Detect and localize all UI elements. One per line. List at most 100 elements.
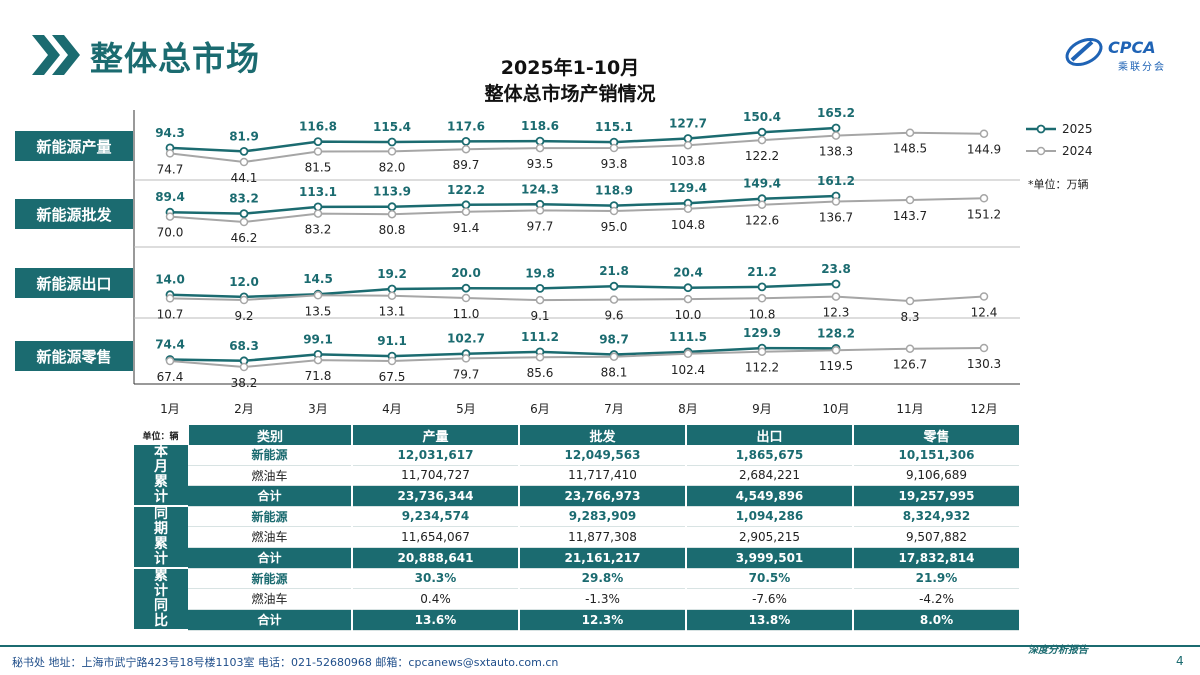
data-label-2024: 151.2 — [967, 207, 1001, 221]
data-label-2024: 13.1 — [379, 305, 406, 319]
data-label-2025: 165.2 — [817, 106, 855, 120]
data-label-2025: 124.3 — [521, 182, 559, 196]
table-cell-type: 合计 — [188, 547, 353, 569]
data-point-2024 — [165, 149, 175, 158]
data-point-2024 — [757, 347, 767, 356]
data-label-2025: 127.7 — [669, 117, 707, 131]
table-cell-value: 11,877,308 — [519, 526, 687, 548]
footer-divider — [0, 645, 1200, 647]
table-row: 燃油车 0.4% -1.3% -7.6% -4.2% — [134, 588, 1021, 610]
data-point-2025 — [387, 202, 397, 212]
data-label-2024: 122.6 — [745, 214, 779, 228]
data-point-2025 — [239, 209, 249, 219]
legend-marker-2024 — [1026, 146, 1056, 156]
data-label-2025: 111.5 — [669, 330, 707, 344]
table-cell-value: 4,549,896 — [686, 485, 854, 507]
table-row: 合计 13.6% 12.3% 13.8% 8.0% — [134, 609, 1021, 631]
x-tick-label: 3月 — [308, 402, 328, 416]
data-point-2024 — [831, 197, 841, 206]
data-point-2024 — [313, 291, 323, 300]
data-label-2024: 93.5 — [527, 157, 554, 171]
x-tick-label: 2月 — [234, 402, 254, 416]
data-label-2024: 91.4 — [453, 221, 480, 235]
data-point-2024 — [609, 352, 619, 361]
table-cell-value: 12,031,617 — [352, 445, 520, 466]
data-point-2025 — [683, 283, 693, 293]
data-label-2025: 19.2 — [377, 267, 407, 281]
data-point-2024 — [905, 195, 915, 205]
panel-label-wholesale: 新能源批发 — [15, 199, 133, 229]
data-point-2024 — [609, 295, 619, 304]
data-label-2024: 144.9 — [967, 143, 1001, 157]
data-label-2025: 89.4 — [155, 190, 185, 204]
series-line-2025 — [169, 346, 837, 363]
data-point-2024 — [535, 143, 545, 153]
table-cell-type: 合计 — [188, 485, 353, 507]
table-cell-value: 8.0% — [853, 609, 1021, 631]
table-cell-type: 新能源 — [188, 506, 353, 528]
table-cell-type: 新能源 — [188, 445, 353, 466]
page-title: 整体总市场 — [90, 39, 260, 78]
table-cell-value: -7.6% — [686, 588, 854, 610]
data-label-2025: 111.2 — [521, 330, 559, 344]
table-cell-value: 1,094,286 — [686, 506, 854, 528]
data-label-2024: 38.2 — [231, 376, 258, 390]
data-label-2024: 126.7 — [893, 358, 927, 372]
table-cell-value: 19,257,995 — [853, 485, 1021, 507]
data-label-2024: 104.8 — [671, 218, 705, 232]
chart-title-line2: 整体总市场产销情况 — [484, 83, 656, 105]
x-tick-label: 4月 — [382, 402, 402, 416]
table-cell-value: 70.5% — [686, 568, 854, 590]
table-cell-value: 9,106,689 — [853, 465, 1021, 487]
data-point-2024 — [313, 209, 323, 218]
data-label-2024: 46.2 — [231, 231, 258, 245]
data-label-2025: 83.2 — [229, 192, 259, 206]
data-point-2025 — [461, 283, 471, 293]
logo-subtext: 乘联分会 — [1118, 62, 1166, 73]
data-label-2025: 94.3 — [155, 126, 185, 140]
data-point-2024 — [313, 355, 323, 365]
table-header-row: 单位：辆 类别 产量 批发 出口 零售 — [134, 425, 1021, 445]
table-cell-value: 11,654,067 — [352, 526, 520, 548]
data-label-2024: 44.1 — [231, 171, 258, 185]
data-label-2025: 21.2 — [747, 265, 777, 279]
data-label-2025: 12.0 — [229, 275, 259, 289]
x-tick-label: 1月 — [160, 402, 180, 416]
data-label-2025: 115.1 — [595, 120, 633, 134]
title-chevron-icon — [32, 35, 80, 75]
legend-item-2025: 2025 — [1026, 118, 1093, 140]
data-label-2024: 10.8 — [749, 307, 776, 321]
series-line-2025 — [169, 282, 837, 299]
chart-legend: 2025 2024 — [1026, 118, 1093, 162]
table-cell-type: 燃油车 — [188, 588, 353, 610]
data-point-2024 — [979, 129, 989, 138]
table-cell-value: 1,865,675 — [686, 445, 854, 466]
data-point-2024 — [239, 157, 249, 167]
x-tick-label: 9月 — [752, 402, 772, 416]
data-point-2025 — [461, 136, 471, 146]
logo-text: CPCA — [1108, 38, 1156, 57]
data-label-2025: 149.4 — [743, 177, 781, 191]
chart-unit-note: *单位：万辆 — [1028, 178, 1089, 191]
data-label-2025: 122.2 — [447, 183, 485, 197]
data-label-2024: 138.3 — [819, 145, 853, 159]
table-cell-value: 3,999,501 — [686, 547, 854, 569]
table-cell-value: 17,832,814 — [853, 547, 1021, 569]
data-label-2025: 81.9 — [229, 129, 259, 143]
line-chart: 1月 2月 3月 4月 5月 6月 7月 8月 9月 10月 11月 12月 94.3 81.9 116.8… — [133, 106, 1020, 416]
data-label-2025: 23.8 — [821, 262, 851, 276]
data-label-2024: 103.8 — [671, 154, 705, 168]
data-point-2024 — [387, 356, 397, 366]
data-label-2024: 9.2 — [234, 309, 253, 323]
footer-contact: 秘书处 地址：上海市武宁路423号18号楼1103室 电话：021-526809… — [12, 656, 559, 669]
data-point-2025 — [535, 283, 545, 293]
table-cell-value: 11,704,727 — [352, 465, 520, 487]
data-label-2024: 112.2 — [745, 361, 779, 375]
legend-label-2025: 2025 — [1062, 122, 1093, 136]
table-row: 累计同比新能源 30.3% 29.8% 70.5% 21.9% — [134, 568, 1021, 631]
data-point-2024 — [313, 147, 323, 156]
series-line-2024 — [169, 294, 985, 303]
data-point-2024 — [683, 140, 693, 150]
data-label-2024: 12.3 — [823, 306, 850, 320]
data-point-2024 — [757, 135, 767, 145]
